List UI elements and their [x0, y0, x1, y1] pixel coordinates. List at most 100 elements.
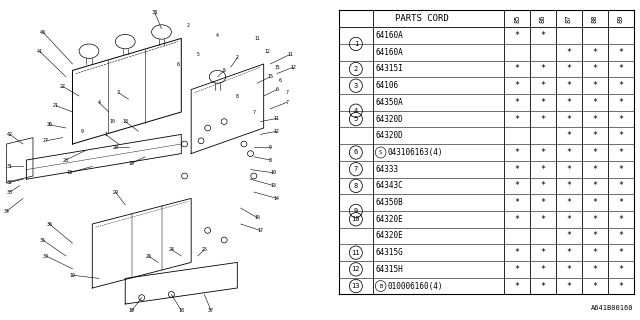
Text: 5: 5	[223, 68, 226, 73]
Text: 10: 10	[109, 119, 115, 124]
Text: 6: 6	[275, 87, 278, 92]
Text: *: *	[618, 181, 623, 190]
Text: *: *	[566, 65, 572, 74]
Text: 1: 1	[104, 132, 107, 137]
Text: *: *	[515, 31, 520, 40]
Text: 7: 7	[285, 90, 288, 95]
Text: *: *	[618, 248, 623, 257]
Text: 41: 41	[36, 49, 42, 54]
Text: 38: 38	[152, 10, 158, 15]
Text: *: *	[566, 48, 572, 57]
Text: *: *	[515, 81, 520, 90]
Text: *: *	[540, 65, 545, 74]
Text: 27: 27	[43, 138, 49, 143]
Text: *: *	[515, 181, 520, 190]
Text: 64343C: 64343C	[375, 181, 403, 190]
Circle shape	[248, 151, 253, 156]
Text: S: S	[379, 150, 382, 155]
Text: 8: 8	[269, 157, 272, 163]
Text: 9: 9	[354, 208, 358, 214]
Text: *: *	[618, 98, 623, 107]
Text: 6: 6	[279, 77, 282, 83]
Text: *: *	[618, 65, 623, 74]
Text: 64160A: 64160A	[375, 31, 403, 40]
Text: 36: 36	[47, 221, 52, 227]
Text: 28: 28	[63, 157, 69, 163]
Text: 20: 20	[113, 145, 118, 150]
Text: *: *	[515, 98, 520, 107]
Text: *: *	[515, 265, 520, 274]
Text: 64320E: 64320E	[375, 231, 403, 240]
Text: *: *	[540, 282, 545, 291]
Text: 12: 12	[264, 49, 270, 54]
Circle shape	[221, 119, 227, 124]
Text: 64315I: 64315I	[375, 65, 403, 74]
Text: *: *	[593, 198, 597, 207]
Text: 8: 8	[354, 183, 358, 189]
Text: 17: 17	[257, 228, 264, 233]
Text: 4: 4	[97, 100, 100, 105]
Text: *: *	[593, 231, 597, 240]
Text: *: *	[618, 231, 623, 240]
Text: 4: 4	[216, 33, 219, 38]
Text: 11: 11	[254, 36, 260, 41]
Text: 64160A: 64160A	[375, 48, 403, 57]
Text: 33: 33	[7, 189, 13, 195]
Text: 2: 2	[236, 55, 239, 60]
Text: *: *	[540, 265, 545, 274]
Text: 25: 25	[202, 247, 207, 252]
Text: 9: 9	[269, 145, 272, 150]
Text: 64320D: 64320D	[375, 115, 403, 124]
Text: 18: 18	[179, 308, 184, 313]
Text: *: *	[618, 215, 623, 224]
Text: 23: 23	[145, 253, 151, 259]
Text: *: *	[593, 148, 597, 157]
Text: 15: 15	[268, 74, 273, 79]
Text: *: *	[618, 198, 623, 207]
Text: 29: 29	[113, 189, 118, 195]
Text: 1: 1	[354, 41, 358, 47]
Circle shape	[139, 295, 145, 300]
Text: 3: 3	[354, 83, 358, 89]
Text: *: *	[618, 81, 623, 90]
Text: *: *	[566, 181, 572, 190]
Text: *: *	[593, 65, 597, 74]
Text: *: *	[515, 198, 520, 207]
Text: *: *	[515, 65, 520, 74]
Text: PARTS CORD: PARTS CORD	[395, 14, 449, 23]
Text: 7: 7	[354, 166, 358, 172]
Text: *: *	[566, 265, 572, 274]
Text: *: *	[566, 231, 572, 240]
Text: *: *	[593, 181, 597, 190]
Text: *: *	[540, 198, 545, 207]
Circle shape	[205, 228, 211, 233]
Text: *: *	[618, 148, 623, 157]
Text: 34: 34	[4, 209, 10, 214]
Text: 11: 11	[351, 250, 360, 256]
Text: *: *	[515, 148, 520, 157]
Text: 6: 6	[354, 149, 358, 156]
Text: 2: 2	[186, 23, 189, 28]
Text: *: *	[515, 115, 520, 124]
Circle shape	[241, 141, 247, 147]
Text: 7: 7	[285, 100, 288, 105]
Circle shape	[198, 138, 204, 144]
Text: *: *	[515, 215, 520, 224]
Text: 8: 8	[236, 93, 239, 99]
Text: *: *	[593, 215, 597, 224]
Text: 32: 32	[7, 180, 13, 185]
Text: 24: 24	[168, 247, 174, 252]
Text: *: *	[618, 265, 623, 274]
Text: *: *	[566, 282, 572, 291]
Text: *: *	[566, 98, 572, 107]
Circle shape	[182, 173, 188, 179]
Text: *: *	[566, 248, 572, 257]
Text: 19: 19	[70, 273, 76, 278]
Text: *: *	[540, 165, 545, 174]
Text: 89: 89	[618, 14, 624, 23]
Text: *: *	[540, 31, 545, 40]
Circle shape	[168, 292, 174, 297]
Text: 043106163(4): 043106163(4)	[387, 148, 443, 157]
Text: 19: 19	[129, 161, 135, 166]
Text: *: *	[540, 81, 545, 90]
